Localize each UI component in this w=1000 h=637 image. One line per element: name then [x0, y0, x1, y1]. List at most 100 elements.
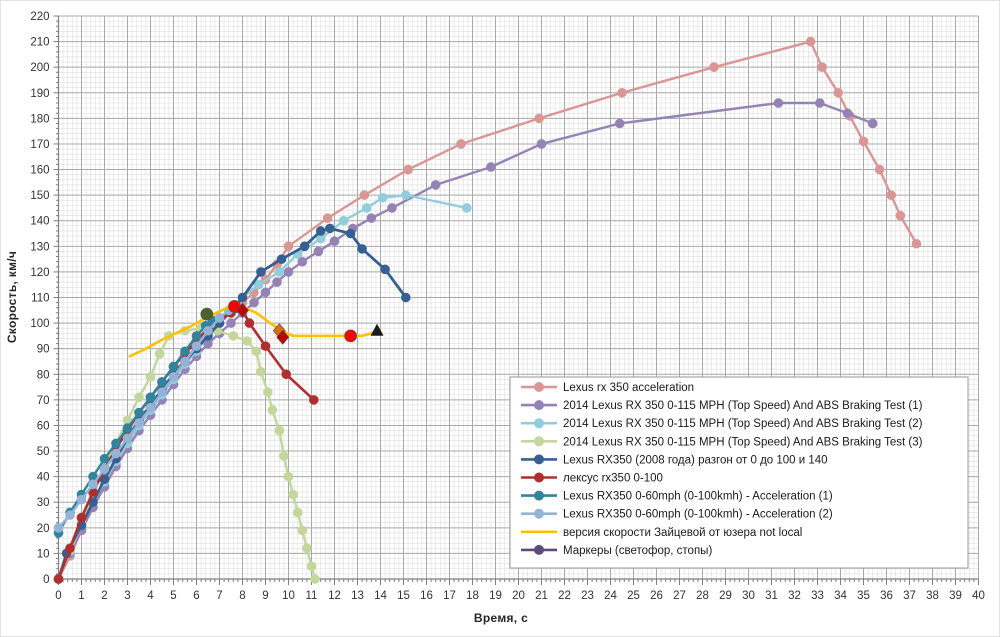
data-point-marker — [315, 226, 326, 236]
legend-item[interactable]: 2014 Lexus RX 350 0-115 MPH (Top Speed) … — [521, 400, 923, 412]
data-point-marker — [260, 287, 271, 298]
y-tick-labels: 0 10 20 30 40 50 60 70 80 90 100 110 120 130 140 150 160… — [30, 11, 49, 586]
legend-label: 2014 Lexus RX 350 0-115 MPH (Top Speed) … — [563, 418, 923, 430]
data-point-marker — [357, 244, 367, 254]
x-tick-label: 16 — [420, 590, 433, 602]
legend-item[interactable]: Lexus RX350 (2008 года) разгон от 0 до 1… — [521, 454, 828, 466]
x-tick-label: 12 — [328, 590, 341, 602]
data-point-marker — [299, 241, 310, 252]
y-tick-label: 160 — [30, 165, 49, 177]
event-marker-diamond — [235, 302, 250, 318]
data-point-marker — [773, 98, 784, 108]
data-point-marker — [322, 213, 333, 223]
y-tick-label: 180 — [30, 113, 49, 125]
legend-marker-sample — [534, 436, 544, 447]
data-point-marker — [359, 190, 370, 200]
data-point-marker — [145, 402, 156, 413]
y-tick-label: 0 — [43, 574, 49, 586]
x-tick-label: 33 — [811, 590, 824, 602]
event-markers — [200, 300, 384, 345]
data-point-marker — [534, 113, 545, 124]
axes — [53, 15, 979, 585]
data-point-marker — [180, 346, 190, 357]
y-tick-label: 100 — [30, 318, 49, 330]
data-point-marker — [99, 453, 110, 464]
data-point-marker — [272, 277, 282, 287]
x-tick-label: 40 — [972, 590, 985, 602]
y-tick-label: 30 — [37, 497, 50, 509]
major-gridlines — [58, 15, 979, 580]
data-point-marker — [306, 561, 317, 572]
data-point-marker — [203, 325, 213, 336]
legend-item[interactable]: Lexus RX350 0-60mph (0-100kmh) - Acceler… — [521, 490, 833, 503]
y-tick-label: 80 — [37, 369, 50, 381]
data-point-marker — [276, 254, 287, 264]
data-point-marker — [260, 341, 271, 351]
y-tick-label: 90 — [37, 344, 50, 356]
x-tick-label: 19 — [489, 590, 502, 602]
y-tick-label: 210 — [30, 37, 49, 49]
x-tick-label: 13 — [351, 590, 364, 602]
x-tick-label: 25 — [627, 590, 640, 602]
x-tick-label: 38 — [926, 590, 939, 602]
data-point-marker — [833, 87, 844, 98]
data-point-marker — [486, 162, 496, 172]
legend-label: лексус rx350 0-100 — [563, 473, 663, 485]
data-point-marker — [279, 451, 289, 461]
data-point-marker — [858, 136, 869, 147]
data-point-marker — [387, 203, 397, 213]
data-point-marker — [461, 203, 472, 213]
data-point-marker — [249, 297, 259, 308]
legend-item[interactable]: Lexus rx 350 acceleration — [521, 382, 694, 394]
y-tick-label: 120 — [30, 267, 49, 279]
x-tick-label: 34 — [834, 590, 847, 602]
y-tick-label: 130 — [30, 241, 49, 253]
data-point-marker — [378, 192, 388, 203]
legend-item[interactable]: версия скорости Зайцевой от юзера not lo… — [521, 527, 802, 539]
data-point-marker — [274, 267, 285, 277]
data-point-marker — [122, 433, 133, 444]
data-point-marker — [244, 318, 255, 328]
data-point-marker — [122, 423, 133, 433]
data-point-marker — [65, 543, 75, 554]
data-point-marker — [99, 464, 110, 474]
data-point-marker — [76, 512, 87, 523]
data-point-marker — [65, 510, 75, 520]
data-point-marker — [403, 164, 413, 175]
data-point-marker — [709, 62, 719, 72]
legend-item[interactable]: лексус rx350 0-100 — [521, 472, 663, 485]
x-tick-labels: 0 1 2 3 4 5 6 7 8 9 10 11 12 13 14 15 16 17 18 19 20 21 22 23 24… — [55, 590, 985, 602]
x-tick-label: 6 — [193, 590, 199, 602]
legend-item[interactable]: 2014 Lexus RX 350 0-115 MPH (Top Speed) … — [521, 436, 923, 448]
data-point-marker — [283, 267, 294, 277]
data-point-marker — [617, 87, 627, 98]
y-tick-label: 220 — [30, 11, 49, 23]
y-tick-label: 70 — [37, 395, 50, 407]
legend-marker-sample — [534, 544, 544, 555]
x-tick-label: 31 — [765, 590, 778, 602]
data-point-marker — [168, 372, 179, 382]
x-axis-title: Время, с — [473, 611, 529, 625]
data-point-marker — [456, 139, 466, 149]
data-point-marker — [288, 489, 298, 500]
data-point-marker — [805, 36, 816, 47]
x-tick-label: 11 — [306, 590, 318, 602]
data-point-marker — [325, 223, 335, 234]
legend-item[interactable]: 2014 Lexus RX 350 0-115 MPH (Top Speed) … — [521, 418, 923, 430]
x-tick-label: 22 — [558, 590, 571, 602]
event-marker-circle — [200, 307, 214, 321]
data-point-marker — [874, 164, 885, 175]
data-point-marker — [226, 318, 236, 328]
legend-item[interactable]: Lexus RX350 0-60mph (0-100kmh) - Acceler… — [521, 508, 833, 521]
series-line — [57, 309, 230, 530]
data-point-marker — [815, 98, 825, 108]
legend-marker-sample — [534, 382, 544, 392]
x-tick-label: 24 — [604, 590, 617, 602]
data-point-marker — [134, 407, 144, 418]
legend-item[interactable]: Маркеры (светофор, стопы) — [521, 544, 712, 557]
x-tick-label: 3 — [124, 590, 130, 602]
data-point-marker — [134, 418, 144, 428]
legend-marker-sample — [534, 490, 544, 501]
x-tick-label: 18 — [466, 590, 479, 602]
